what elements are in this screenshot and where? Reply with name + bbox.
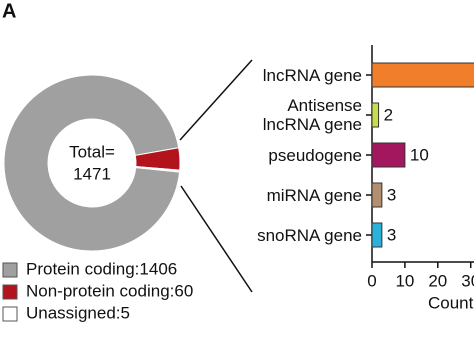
x-tick-label: 30 bbox=[461, 271, 474, 290]
legend-label: Unassigned:5 bbox=[26, 303, 130, 322]
x-axis-label: Count bbox=[428, 293, 474, 312]
legend-swatch bbox=[2, 306, 18, 322]
x-tick-label: 10 bbox=[395, 271, 414, 290]
x-tick-label: 0 bbox=[367, 271, 376, 290]
category-label: pseudogene bbox=[268, 145, 362, 165]
category-label: lncRNA gene bbox=[262, 65, 362, 85]
value-label: 10 bbox=[410, 145, 429, 164]
category-label: snoRNA gene bbox=[257, 225, 362, 245]
donut-slice bbox=[3, 74, 181, 252]
value-label: 2 bbox=[384, 105, 393, 124]
bar bbox=[371, 182, 383, 208]
donut-slice bbox=[135, 166, 181, 173]
bar bbox=[371, 102, 380, 128]
value-label: 3 bbox=[387, 225, 396, 244]
legend-label: Non-protein coding:60 bbox=[26, 281, 193, 300]
center-total: 1471 bbox=[73, 164, 111, 183]
bar bbox=[371, 142, 406, 168]
legend-swatch bbox=[2, 284, 18, 300]
panel-label: A bbox=[2, 0, 16, 22]
bar bbox=[371, 62, 474, 88]
x-tick-label: 20 bbox=[428, 271, 447, 290]
category-label: Antisense lncRNA gene bbox=[262, 96, 362, 134]
value-label: 3 bbox=[387, 185, 396, 204]
connector bbox=[180, 185, 253, 293]
connector bbox=[179, 59, 253, 141]
legend-swatch bbox=[2, 262, 18, 278]
category-label: miRNA gene bbox=[266, 185, 362, 205]
legend-label: Protein coding:1406 bbox=[26, 259, 177, 278]
center-label: Total= bbox=[69, 142, 115, 161]
bar bbox=[371, 222, 383, 248]
